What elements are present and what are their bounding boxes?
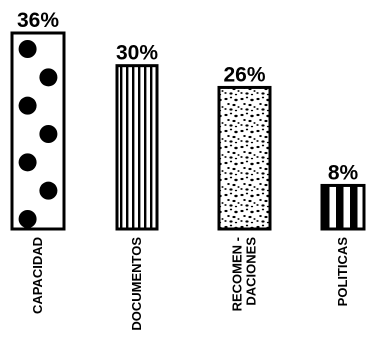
category-label: RECOMEN - <box>230 237 245 311</box>
bar-body <box>115 64 159 231</box>
bar-recomen-daciones <box>217 85 272 231</box>
value-label: 26% <box>223 63 265 86</box>
value-label: 8% <box>328 161 359 184</box>
category-label: POLITICAS <box>335 237 350 307</box>
labels-layer: 36% CAPACIDAD 30% DOCUMENTOS 26% RECOMEN - DAC… <box>17 9 359 331</box>
value-label: 36% <box>17 9 59 32</box>
bar-politicas <box>320 183 366 231</box>
bar-dot <box>39 68 58 87</box>
category-label: CAPACIDAD <box>30 237 45 314</box>
bar-dot <box>18 210 37 228</box>
bar-body <box>217 85 272 231</box>
value-label: 30% <box>116 42 158 65</box>
bar-dot <box>39 181 58 200</box>
bar-body <box>320 183 366 231</box>
category-label: DACIONES <box>244 237 259 306</box>
bar-dot <box>18 153 37 172</box>
bar-dot <box>39 125 58 143</box>
bars-layer <box>10 31 366 231</box>
bar-documentos <box>115 64 159 231</box>
bar-capacidad <box>10 31 66 231</box>
bar-dot <box>18 96 37 115</box>
category-label: DOCUMENTOS <box>129 237 144 331</box>
bar-dot <box>18 40 37 58</box>
